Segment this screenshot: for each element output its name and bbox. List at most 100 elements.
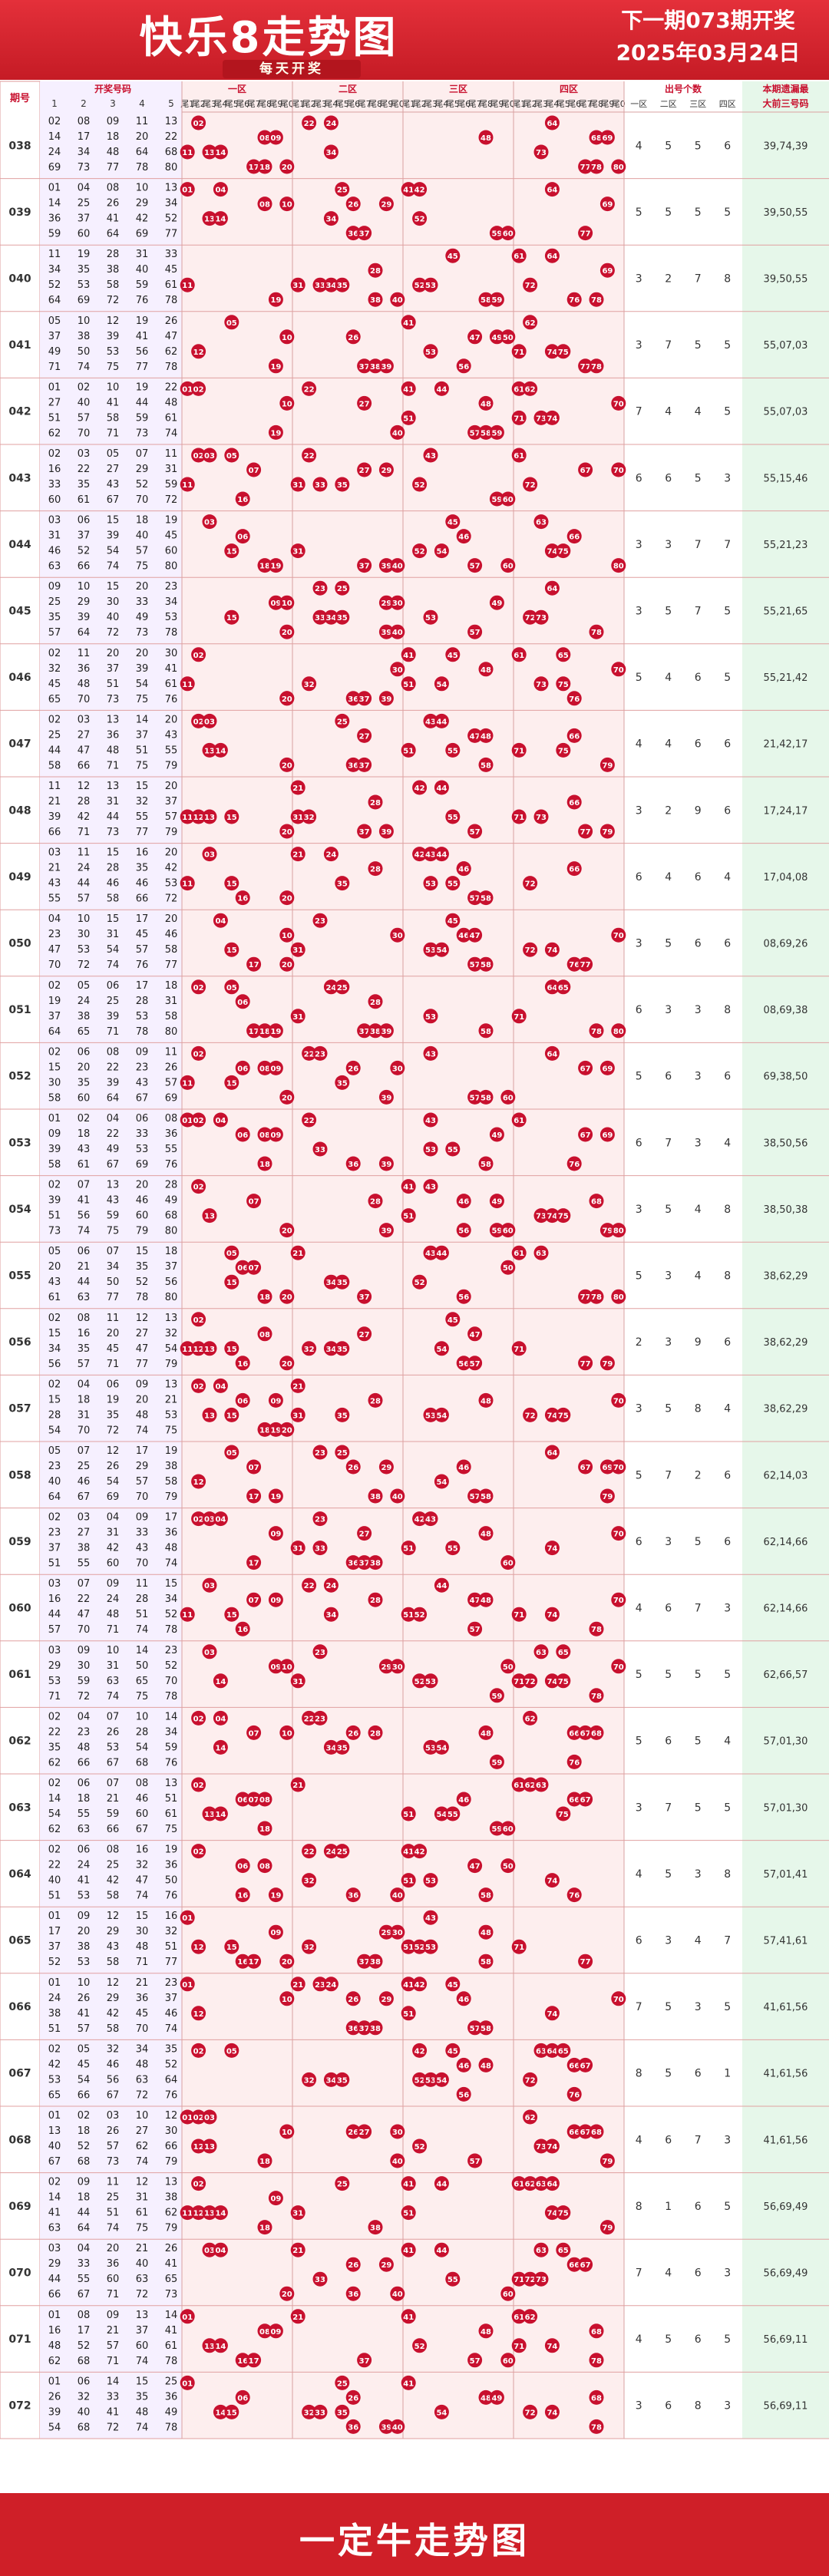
draw-number: 14 <box>48 198 61 210</box>
number-ball-label: 49 <box>491 1198 502 1207</box>
draw-number: 39 <box>48 811 61 823</box>
draw-number: 37 <box>136 2325 149 2337</box>
number-ball-label: 78 <box>591 1028 602 1036</box>
draw-number: 76 <box>165 694 178 705</box>
tail-label: 尾7 <box>468 99 482 109</box>
number-ball-label: 57 <box>470 828 481 837</box>
number-ball-label: 62 <box>525 1715 536 1723</box>
number-ball <box>290 809 306 824</box>
next-date-text: 2025年03月24日 <box>616 40 801 65</box>
number-ball <box>489 424 504 440</box>
period-issue: 043 <box>8 472 31 484</box>
number-ball <box>268 1060 283 1075</box>
number-ball <box>589 1023 604 1039</box>
number-ball <box>412 277 428 292</box>
draw-number: 14 <box>48 1793 61 1805</box>
number-ball-label: 11 <box>182 481 193 490</box>
number-ball-label: 79 <box>602 2158 613 2166</box>
number-ball-label: 63 <box>536 519 547 527</box>
number-ball <box>180 381 195 396</box>
number-ball-label: 51 <box>403 2210 414 2218</box>
draw-number: 70 <box>136 1558 149 1570</box>
number-ball <box>511 447 527 463</box>
draw-number: 15 <box>107 847 120 859</box>
number-ball-label: 26 <box>348 1729 358 1738</box>
number-ball-label: 33 <box>315 481 325 490</box>
zone-count: 7 <box>724 1935 731 1947</box>
number-ball <box>434 713 449 728</box>
number-ball-label: 67 <box>580 1065 591 1073</box>
number-ball <box>511 344 527 359</box>
tail-label: 尾2 <box>413 99 427 109</box>
number-ball-label: 35 <box>337 614 348 623</box>
number-ball-label: 72 <box>525 614 536 623</box>
draw-number: 48 <box>136 1409 149 1421</box>
draw-number: 06 <box>78 1844 91 1856</box>
draw-number: 61 <box>165 2340 178 2352</box>
number-ball <box>279 1089 295 1105</box>
number-ball-label: 61 <box>514 2181 524 2189</box>
draw-number: 24 <box>78 1860 91 1871</box>
number-ball-label: 16 <box>237 1360 248 1369</box>
omit-numbers: 21,42,17 <box>764 739 808 751</box>
draw-number: 09 <box>107 1578 120 1590</box>
number-ball <box>511 248 527 263</box>
draw-number: 57 <box>136 944 149 956</box>
draw-number: 02 <box>78 2110 91 2122</box>
number-ball-label: 78 <box>591 629 602 637</box>
number-ball-label: 48 <box>481 1929 491 1937</box>
draw-number: 38 <box>107 264 120 276</box>
draw-number: 42 <box>107 2008 120 2020</box>
draw-number: 10 <box>136 183 149 194</box>
count-col-header: 二区 <box>660 99 677 109</box>
number-ball-label: 64 <box>547 984 557 992</box>
draw-number: 66 <box>107 1824 120 1835</box>
number-ball-label: 71 <box>514 1678 524 1686</box>
draw-number: 13 <box>165 1379 178 1390</box>
period-issue: 069 <box>8 2201 31 2213</box>
number-ball <box>544 182 560 197</box>
number-ball-label: 01 <box>182 187 193 195</box>
number-ball-label: 21 <box>292 1382 303 1391</box>
number-ball-label: 06 <box>237 1264 248 1273</box>
number-ball-label: 48 <box>481 2062 491 2070</box>
number-ball <box>323 277 339 292</box>
number-ball-label: 12 <box>193 1944 204 1952</box>
number-ball-label: 48 <box>481 732 491 741</box>
number-ball-label: 51 <box>403 1545 414 1554</box>
number-ball-label: 61 <box>514 2313 524 2322</box>
zone-count: 5 <box>695 339 702 352</box>
draw-number: 37 <box>48 1543 61 1554</box>
tail-label: 尾4 <box>213 99 227 109</box>
number-ball-label: 57 <box>470 1493 481 1501</box>
draw-number: 19 <box>78 249 91 260</box>
zone-count: 3 <box>724 2400 731 2413</box>
number-ball <box>191 344 206 359</box>
number-ball <box>213 1378 228 1393</box>
number-ball-label: 73 <box>536 681 547 689</box>
number-ball <box>368 358 383 374</box>
draw-number: 32 <box>165 1328 178 1339</box>
number-ball-label: 72 <box>525 946 536 955</box>
draw-number: 01 <box>48 2110 61 2122</box>
draw-number: 67 <box>48 2156 61 2168</box>
number-ball <box>589 130 604 145</box>
draw-number: 28 <box>107 249 120 260</box>
tail-label: 尾6 <box>457 99 471 109</box>
number-ball-label: 35 <box>337 1412 348 1420</box>
zone-count: 5 <box>724 2333 731 2346</box>
number-ball-label: 10 <box>282 2129 292 2137</box>
number-ball <box>611 462 626 477</box>
number-ball-label: 39 <box>381 2423 391 2432</box>
number-ball-label: 10 <box>282 1729 292 1738</box>
number-ball-label: 32 <box>304 1944 315 1952</box>
number-ball-label: 75 <box>558 1678 569 1686</box>
number-ball <box>191 1474 206 1489</box>
number-ball-label: 04 <box>215 1516 226 1524</box>
number-ball-label: 20 <box>282 695 292 704</box>
number-ball-label: 46 <box>458 1996 469 2004</box>
number-ball-label: 46 <box>458 932 469 940</box>
number-ball-label: 74 <box>547 2143 557 2152</box>
draw-number: 03 <box>48 847 61 859</box>
number-ball-label: 59 <box>491 296 502 305</box>
